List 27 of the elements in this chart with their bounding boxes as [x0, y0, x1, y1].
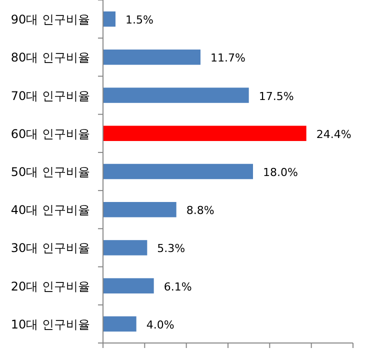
- bar: [103, 50, 200, 65]
- data-label: 18.0%: [263, 166, 298, 179]
- bar: [103, 202, 176, 218]
- y-tick-label: 10대 인구비율: [10, 317, 90, 332]
- y-tick-label: 50대 인구비율: [10, 165, 90, 179]
- bar: [103, 88, 249, 103]
- bar: [103, 278, 154, 294]
- bar: [103, 316, 136, 332]
- data-label: 4.0%: [146, 318, 174, 332]
- data-label: 5.3%: [157, 242, 186, 256]
- y-tick-label: 70대 인구비율: [10, 88, 90, 103]
- bar: [103, 11, 116, 27]
- bar: [103, 126, 306, 142]
- data-label: 17.5%: [258, 90, 294, 103]
- y-tick-label: 60대 인구비율: [10, 126, 90, 141]
- y-tick-label: 20대 인구비율: [10, 279, 90, 294]
- bar: [103, 240, 148, 256]
- y-tick-label: 40대 인구비율: [10, 203, 90, 218]
- y-tick-label: 30대 인구비율: [10, 241, 90, 256]
- data-label: 11.7%: [210, 52, 246, 65]
- data-label: 6.1%: [164, 280, 192, 294]
- data-label: 24.4%: [316, 128, 352, 141]
- y-tick-label: 90대 인구비율: [10, 12, 90, 27]
- bar: [103, 164, 253, 180]
- data-label: 8.8%: [186, 204, 214, 218]
- y-tick-label: 80대 인구비율: [10, 50, 90, 65]
- data-label: 1.5%: [126, 14, 154, 27]
